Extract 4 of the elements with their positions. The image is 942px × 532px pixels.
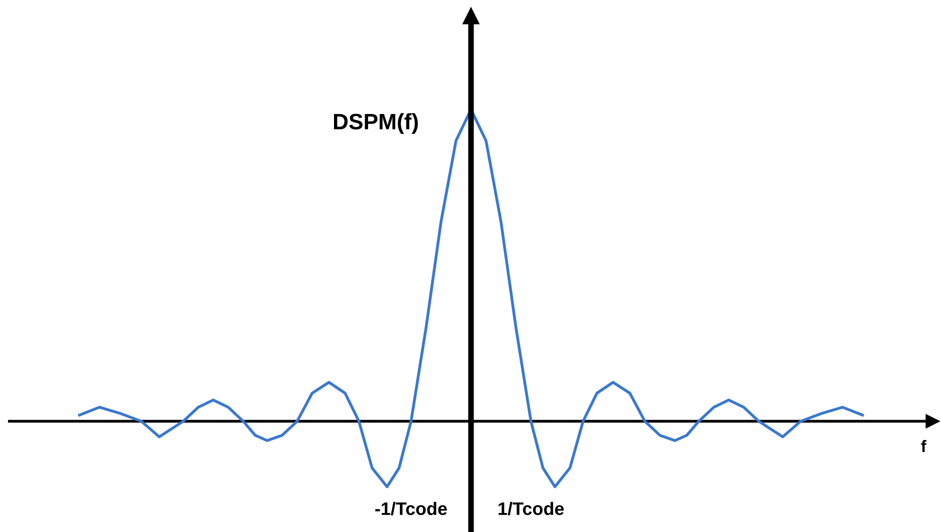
x-axis-title: f — [921, 440, 926, 452]
x-tick-label: -1/Tcode — [375, 502, 447, 516]
y-axis-title: DSPM(f) — [334, 113, 418, 134]
x-tick-label: 1/Tcode — [498, 502, 564, 516]
